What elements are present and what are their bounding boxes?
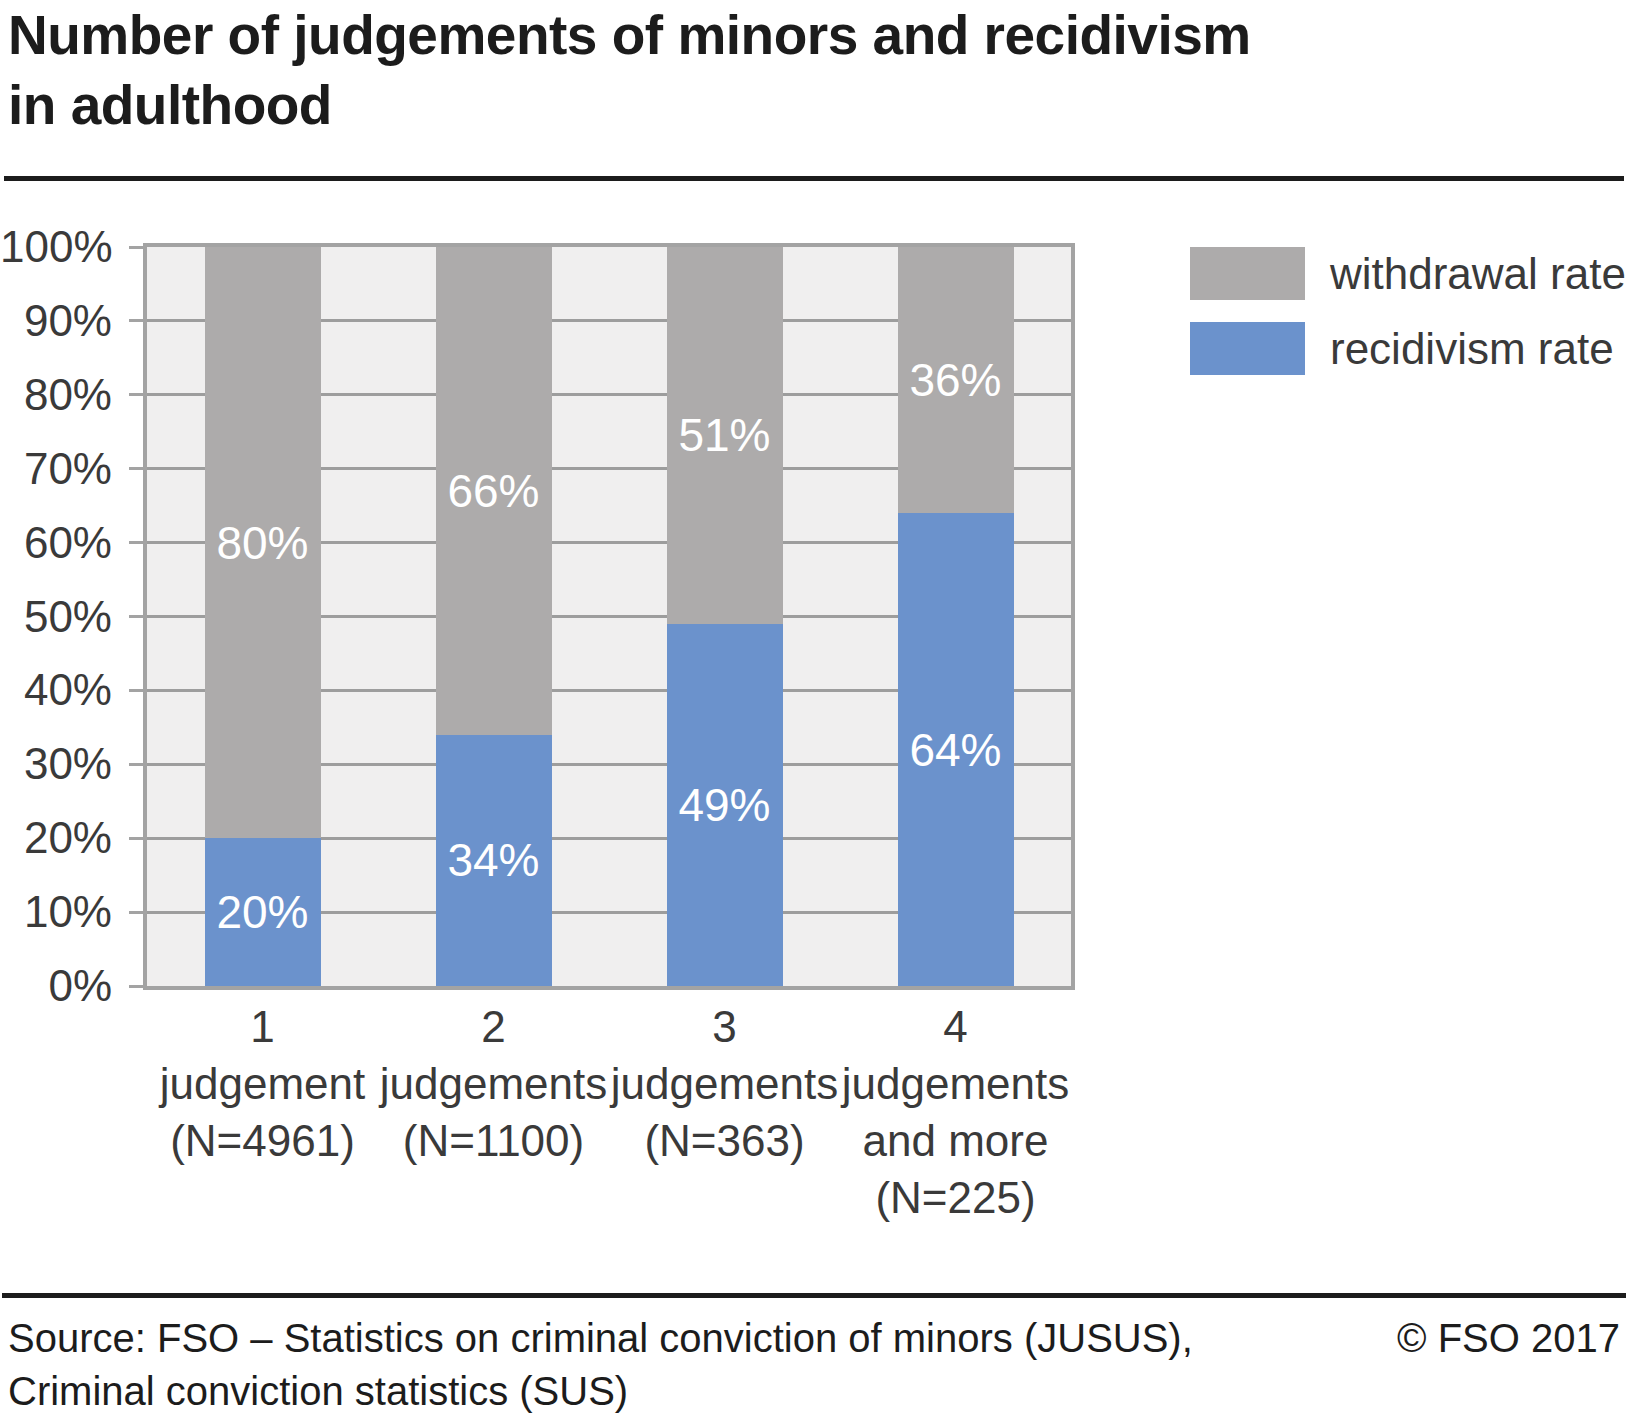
bar-label-recidivism-4: 64% [898,722,1014,778]
x-axis-label-line: and more [781,1112,1131,1169]
y-tick-30% [129,763,143,766]
y-tick-40% [129,689,143,692]
bar-label-withdrawal-1: 80% [205,515,321,571]
y-tick-50% [129,615,143,618]
y-axis-label-10%: 10% [0,885,112,939]
y-tick-20% [129,837,143,840]
y-axis-label-80%: 80% [0,368,112,422]
legend-swatch-recidivism-rate [1190,322,1305,375]
y-axis-label-90%: 90% [0,294,112,348]
y-axis-label-30%: 30% [0,737,112,791]
y-axis-label-100%: 100% [0,220,112,274]
bar-label-withdrawal-4: 36% [898,352,1014,408]
source-line1: Source: FSO – Statistics on criminal con… [8,1312,1193,1365]
y-tick-10% [129,911,143,914]
bottom-divider [2,1293,1626,1298]
bar-label-recidivism-2: 34% [436,832,552,888]
y-axis-label-40%: 40% [0,663,112,717]
bar-label-recidivism-3: 49% [667,777,783,833]
y-tick-80% [129,393,143,396]
bar-label-withdrawal-3: 51% [667,407,783,463]
y-tick-100% [129,246,143,249]
y-tick-70% [129,467,143,470]
legend-label-withdrawal-rate: withdrawal rate [1330,247,1626,301]
x-axis-label-line: (N=225) [781,1169,1131,1226]
x-axis-label-line: 4 [781,998,1131,1055]
source-line2: Criminal conviction statistics (SUS) [8,1365,1193,1415]
copyright-note: © FSO 2017 [1397,1312,1620,1365]
y-axis-label-20%: 20% [0,811,112,865]
y-axis-label-50%: 50% [0,590,112,644]
source-note: Source: FSO – Statistics on criminal con… [8,1312,1193,1415]
y-tick-90% [129,319,143,322]
y-axis-label-60%: 60% [0,516,112,570]
y-axis-label-70%: 70% [0,442,112,496]
bar-label-withdrawal-2: 66% [436,463,552,519]
x-axis-label-line: judgements [781,1055,1131,1112]
stacked-bar-chart: 0%10%20%30%40%50%60%70%80%90%100%80%20%1… [0,0,1628,1290]
fso-chart-page: Number of judgements of minors and recid… [0,0,1628,1415]
legend-label-recidivism-rate: recidivism rate [1330,322,1614,376]
y-tick-60% [129,541,143,544]
y-tick-0% [129,985,143,988]
bar-label-recidivism-1: 20% [205,884,321,940]
x-axis-label-4: 4judgementsand more(N=225) [781,998,1131,1226]
legend-swatch-withdrawal-rate [1190,247,1305,300]
